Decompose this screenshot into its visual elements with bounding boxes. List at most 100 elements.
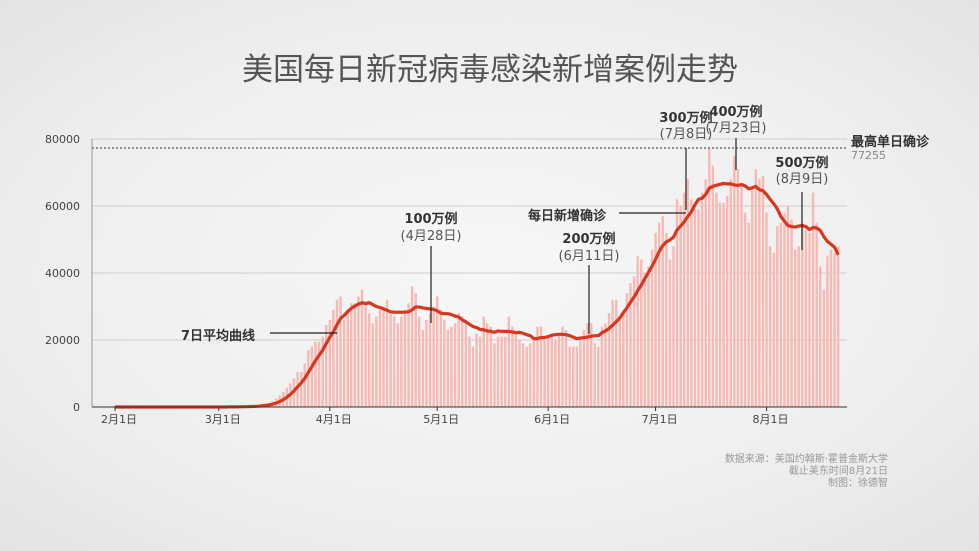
bar [643, 273, 647, 407]
bar [740, 185, 743, 407]
bar [514, 333, 518, 407]
y-tick-label: 60000 [45, 200, 80, 213]
bar [536, 326, 539, 407]
bar [657, 222, 661, 407]
bar [400, 316, 403, 407]
bar [722, 202, 725, 407]
bar [339, 296, 342, 407]
y-tick-label: 80000 [45, 133, 80, 146]
bar [604, 323, 607, 407]
bar [776, 226, 779, 407]
x-axis: 2月1日 3月1日 4月1日 5月1日 6月1日 7月1日 8月1日 [101, 407, 789, 426]
max-value: 77255 [851, 149, 886, 162]
bar [500, 336, 503, 407]
annotation-3m-label: 300万例 [659, 110, 712, 126]
bar [640, 259, 643, 407]
bar [797, 246, 800, 407]
bar [482, 316, 485, 407]
bar [725, 195, 729, 407]
bar [561, 326, 564, 407]
bar [697, 209, 700, 407]
bar [493, 343, 496, 407]
annotation-2m-date: (6月11日) [559, 249, 620, 264]
bar [819, 266, 822, 407]
bar [704, 179, 707, 407]
annotation-1m-label: 100万例 [404, 211, 457, 227]
x-tick-label: 2月1日 [101, 413, 137, 426]
bar [464, 323, 468, 407]
bar [772, 252, 775, 407]
bar [690, 199, 693, 407]
bar [328, 319, 331, 407]
bar [539, 326, 543, 407]
bar [761, 175, 765, 407]
bar [683, 192, 686, 407]
bar [790, 219, 793, 407]
bar [733, 155, 736, 407]
bar [557, 333, 561, 407]
y-tick-label: 0 [73, 401, 80, 414]
bar [575, 346, 579, 407]
bar [360, 289, 364, 407]
bar [550, 336, 553, 407]
bar [600, 326, 604, 407]
bar [768, 246, 772, 407]
bar [729, 179, 732, 407]
bar [836, 246, 840, 407]
bar [833, 252, 836, 407]
bar [385, 299, 389, 407]
bar [317, 341, 321, 407]
bar [647, 266, 650, 407]
x-tick-label: 8月1日 [753, 413, 789, 426]
bar [425, 319, 428, 407]
bar [439, 309, 442, 407]
bars [217, 148, 840, 408]
bar [443, 319, 446, 407]
bar [468, 336, 471, 407]
x-tick-label: 4月1日 [316, 413, 352, 426]
y-tick-label: 40000 [45, 267, 80, 280]
bar [747, 222, 750, 407]
annotation-4m-date: (7月23日) [706, 121, 767, 136]
annotation-daily-label: 每日新增确诊 [528, 208, 607, 224]
bar [700, 192, 704, 407]
bar [597, 346, 600, 407]
bar [736, 169, 740, 407]
bar [414, 293, 417, 407]
bar [371, 323, 374, 407]
bar [636, 256, 639, 407]
bar [346, 309, 349, 407]
bar [751, 189, 754, 407]
bar [407, 303, 410, 407]
bar [396, 323, 400, 407]
bar [325, 324, 328, 407]
bar [364, 303, 367, 407]
bar [589, 323, 593, 407]
bar [579, 336, 582, 407]
bar [478, 336, 482, 407]
max-label: 最高单日确诊 [851, 134, 930, 150]
bar [711, 165, 715, 407]
bar [743, 212, 747, 407]
bar [650, 249, 654, 407]
bar [568, 346, 571, 407]
bar [607, 313, 611, 407]
bar [446, 329, 450, 407]
bar [572, 346, 575, 407]
bar [410, 286, 414, 407]
annotation-avg-label: 7日平均曲线 [181, 328, 255, 344]
annotation-4m-label: 400万例 [709, 104, 762, 120]
bar [654, 232, 657, 407]
bar [765, 212, 768, 407]
bar [299, 371, 303, 407]
bar [546, 336, 550, 407]
bar [321, 336, 324, 407]
bar [625, 293, 629, 407]
bar [296, 371, 299, 407]
bar [393, 316, 396, 407]
bar [350, 303, 353, 407]
bar [529, 343, 532, 407]
bar [632, 276, 636, 407]
bar [332, 309, 335, 407]
